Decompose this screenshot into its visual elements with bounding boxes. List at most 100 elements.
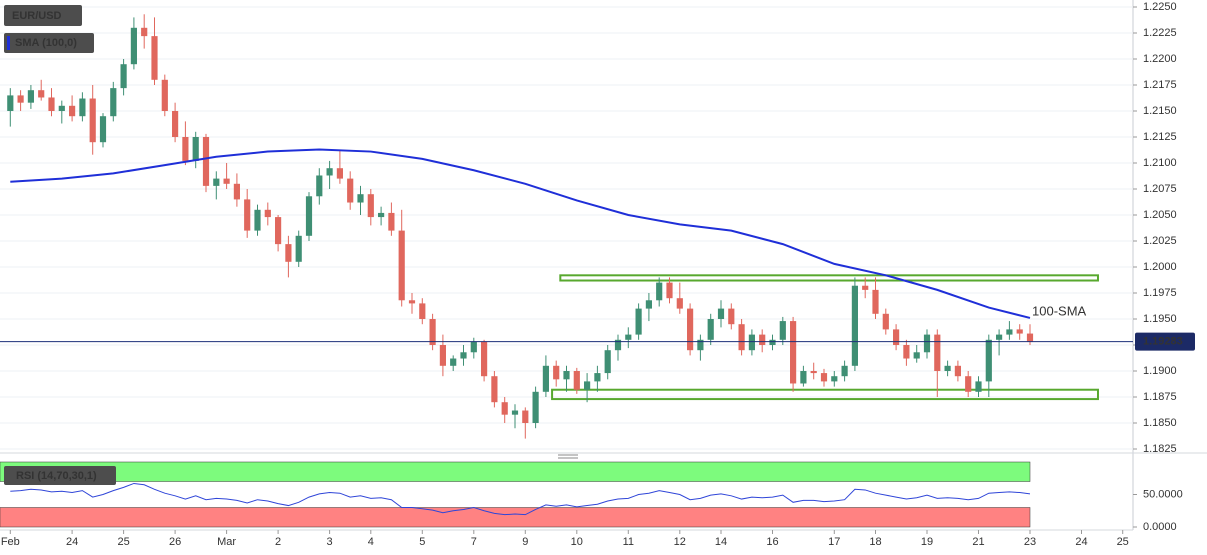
candle-body xyxy=(89,98,96,143)
candle-body xyxy=(254,209,261,231)
rsi-label: RSI (14,70,30,1) xyxy=(16,470,97,482)
x-tick-label: 5 xyxy=(419,536,425,548)
candle-body xyxy=(841,365,848,377)
candle-body xyxy=(326,168,333,176)
title-box xyxy=(4,5,82,26)
candle-body xyxy=(697,339,704,351)
candle-body xyxy=(779,321,786,340)
candle-body xyxy=(336,168,343,179)
candle-body xyxy=(923,334,931,353)
candle-body xyxy=(120,64,127,89)
y-tick-label: 1.2125 xyxy=(1143,131,1177,143)
candle-body xyxy=(934,334,941,371)
y-tick-label: 1.1950 xyxy=(1143,313,1177,325)
candle-body xyxy=(130,27,137,65)
divider-grip[interactable] xyxy=(558,454,578,459)
candle-body xyxy=(161,79,168,111)
y-tick-label: 1.1875 xyxy=(1143,391,1177,403)
y-tick-label: 1.2050 xyxy=(1143,209,1177,221)
x-tick-label: 24 xyxy=(1075,536,1087,548)
candle-body xyxy=(491,376,498,403)
candle-body xyxy=(882,313,889,330)
x-tick-label: 17 xyxy=(828,536,840,548)
candle-body xyxy=(810,371,817,374)
y-tick-label: 1.2000 xyxy=(1143,261,1177,273)
candle-body xyxy=(594,373,601,382)
candle-body xyxy=(172,111,179,137)
y-tick-label: 1.2075 xyxy=(1143,183,1177,195)
x-tick-label: 24 xyxy=(66,536,78,548)
candle-body xyxy=(99,116,107,143)
candle-body xyxy=(244,199,251,231)
x-tick-label: 3 xyxy=(327,536,333,548)
candle-body xyxy=(790,321,797,384)
legend-label: SMA (100,0) xyxy=(15,37,77,49)
legend-entry: SMA (100,0) xyxy=(4,33,94,53)
legend-box xyxy=(4,33,94,53)
last-price-label: 1.19283 xyxy=(1143,335,1183,347)
candle-body xyxy=(862,285,869,290)
candle-body xyxy=(1006,329,1013,335)
x-tick-label: 10 xyxy=(571,536,583,548)
candle-body xyxy=(614,339,622,351)
candle-body xyxy=(202,137,210,186)
candle-body xyxy=(470,341,477,353)
x-tick-label: 7 xyxy=(471,536,477,548)
overbought-band xyxy=(0,461,1031,482)
candle-body xyxy=(357,194,364,203)
y-tick-label: 50.0000 xyxy=(1143,488,1183,500)
candle-body xyxy=(604,350,611,374)
y-tick-label: 1.1975 xyxy=(1143,287,1177,299)
y-tick-label: 1.2175 xyxy=(1143,79,1177,91)
candle-body xyxy=(481,341,488,377)
candle-body xyxy=(893,329,900,345)
candle-body xyxy=(285,244,292,262)
candle-body xyxy=(542,365,549,392)
x-tick-label: Feb xyxy=(1,536,20,548)
candle-body xyxy=(264,209,271,218)
candle-body xyxy=(522,410,529,423)
candle-body xyxy=(213,178,220,186)
candle-body xyxy=(553,365,560,380)
candle-body xyxy=(872,289,879,314)
level-zone xyxy=(551,388,1099,401)
candle-body xyxy=(563,371,570,380)
x-tick-label: 2 xyxy=(275,536,281,548)
candle-body xyxy=(1016,329,1023,334)
candle-body xyxy=(408,300,416,304)
candle-body xyxy=(367,194,374,218)
x-tick-label: 9 xyxy=(522,536,528,548)
candle-body xyxy=(58,105,65,111)
candle-body xyxy=(275,217,282,245)
candle-body xyxy=(378,212,385,218)
candle-body xyxy=(316,175,323,197)
candle-body xyxy=(532,391,539,423)
candle-body xyxy=(903,345,910,359)
x-tick-label: 21 xyxy=(972,536,984,548)
sma-line xyxy=(10,148,1031,319)
y-tick-label: 1.2250 xyxy=(1143,1,1177,13)
candle-body xyxy=(748,334,755,351)
candle-body xyxy=(141,27,148,37)
legend-swatch xyxy=(7,36,10,50)
candle-body xyxy=(450,358,457,366)
candle-body xyxy=(223,178,230,184)
candle-body xyxy=(738,324,745,351)
candle-body xyxy=(17,95,24,103)
y-tick-label: 1.2150 xyxy=(1143,105,1177,117)
candle-body xyxy=(996,334,1003,340)
x-tick-label: 25 xyxy=(1117,536,1129,548)
rsi-label-box xyxy=(4,466,116,485)
candle-body xyxy=(347,178,354,203)
candle-body xyxy=(192,137,199,161)
y-tick-label: 0.0000 xyxy=(1143,521,1177,533)
oversold-band xyxy=(0,507,1031,528)
candle-body xyxy=(419,303,426,319)
y-tick-label: 1.1850 xyxy=(1143,417,1177,429)
candle-body xyxy=(460,352,467,359)
x-tick-label: 26 xyxy=(169,536,181,548)
candle-body xyxy=(573,371,580,390)
candle-body xyxy=(27,90,34,103)
